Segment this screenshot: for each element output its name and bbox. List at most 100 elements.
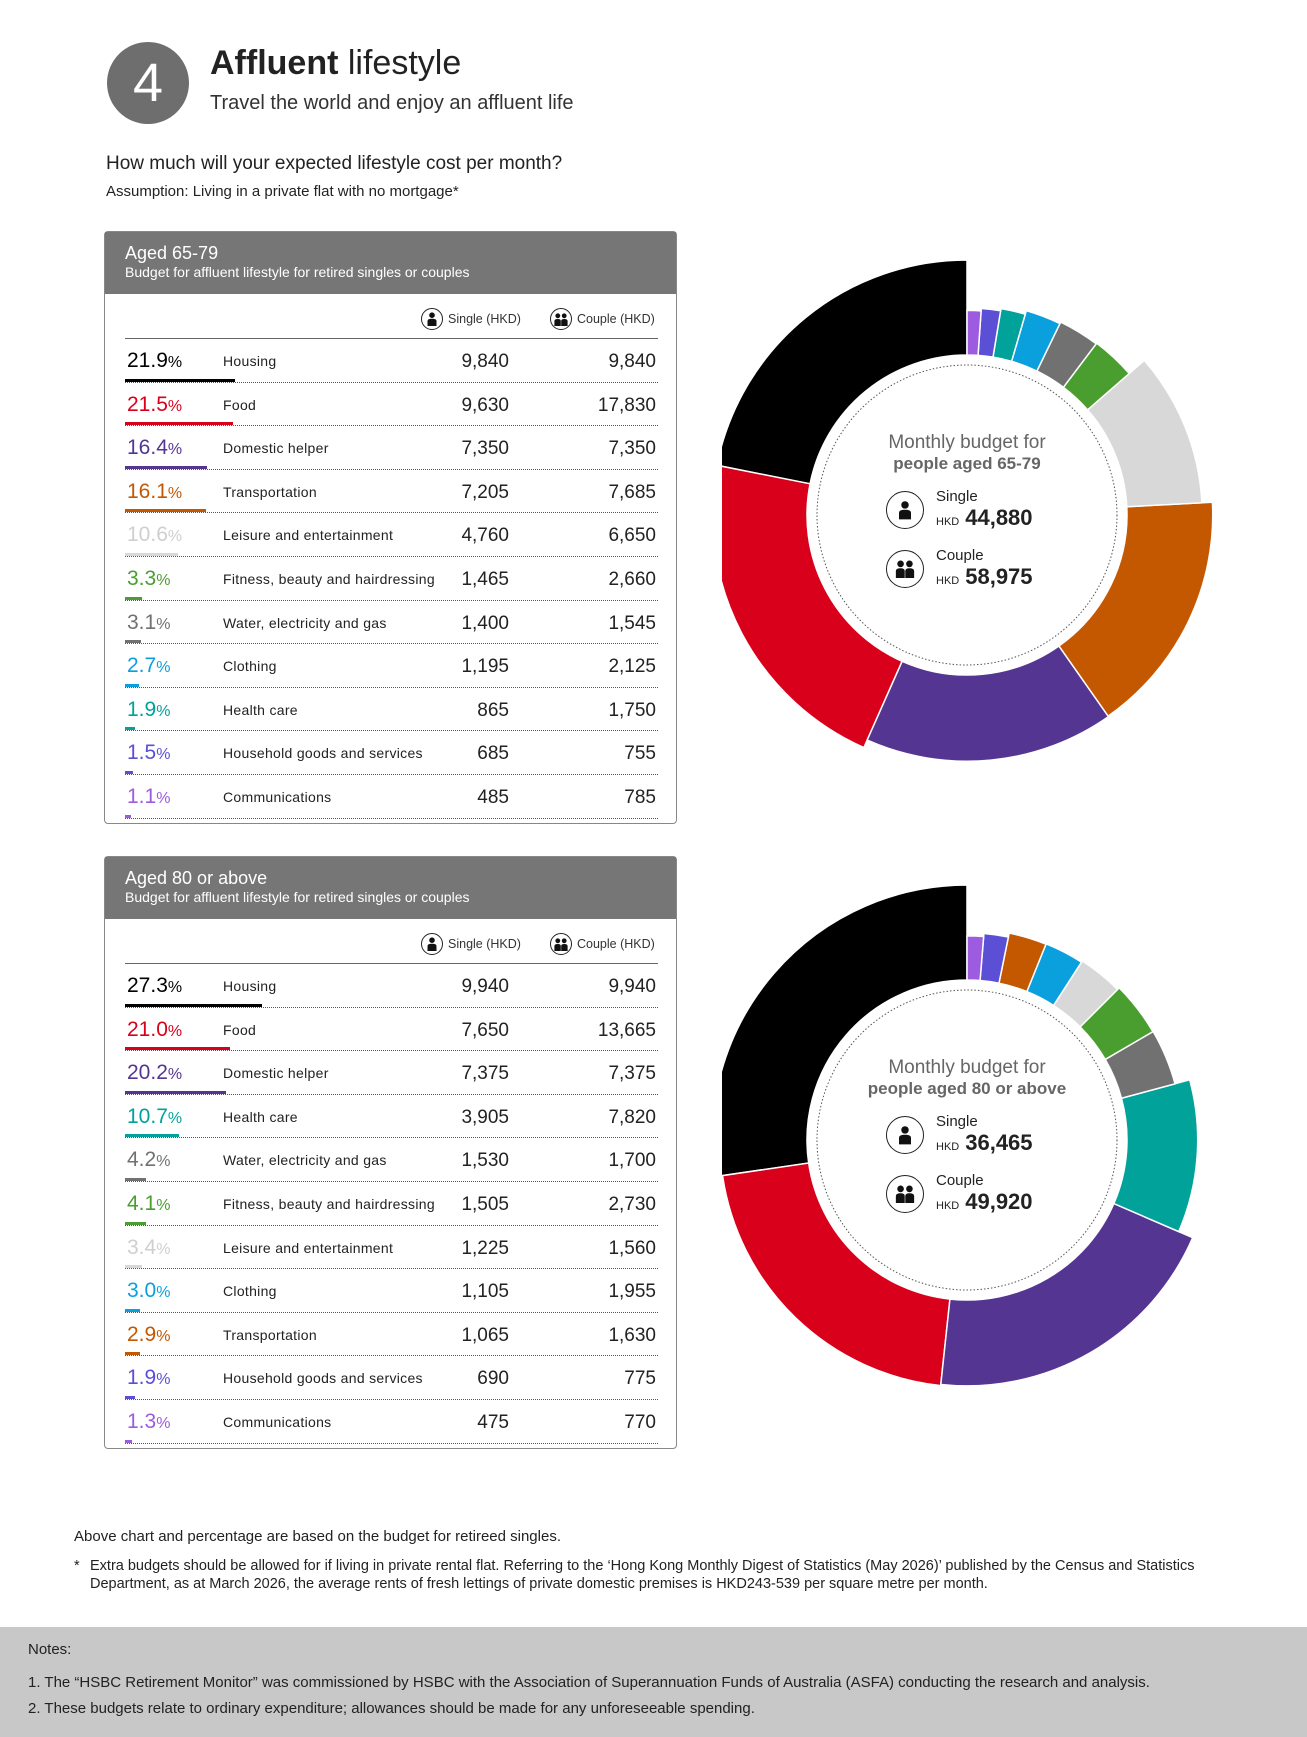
table-row: 21.9% Housing 9,840 9,840	[125, 339, 658, 383]
table-row: 4.1% Fitness, beauty and hairdressing 1,50…	[125, 1182, 658, 1226]
couple-budget: Couple HKD 58,975	[886, 547, 1033, 590]
row-couple-value: 1,955	[608, 1281, 656, 1303]
donut-slice-transportation	[1057, 501, 1212, 718]
couple-icon	[550, 308, 572, 330]
row-category: Water, electricity and gas	[223, 1152, 387, 1169]
footnote-rent-text: Extra budgets should be allowed for if l…	[90, 1558, 1195, 1592]
currency: HKD	[936, 575, 960, 587]
row-single-value: 7,205	[461, 481, 509, 503]
table-row: 3.0% Clothing 1,105 1,955	[125, 1269, 658, 1313]
row-percent-value: 1.1	[127, 784, 157, 808]
donut-slice-housing	[722, 885, 968, 1177]
row-percent-value: 3.3	[127, 566, 157, 590]
table-row: 1.5% Household goods and services 685 755	[125, 731, 658, 775]
column-single-label: Single (HKD)	[448, 937, 521, 951]
table-row: 21.5% Food 9,630 17,830	[125, 383, 658, 427]
row-percent-bar	[125, 552, 178, 556]
row-percent-bar	[125, 378, 235, 382]
row-percent-bar	[125, 1308, 140, 1312]
percent-sign: %	[156, 1284, 171, 1302]
row-percent: 10.6%	[127, 523, 182, 547]
donut-slice-fitness-beauty-and-hairdressing	[1079, 986, 1154, 1061]
row-percent-bar	[125, 509, 206, 513]
donut-center-title: Monthly budget for people aged 80 or abo…	[722, 1057, 1212, 1099]
row-couple-value: 7,375	[608, 1063, 656, 1085]
row-percent: 20.2%	[127, 1061, 182, 1085]
percent-sign: %	[156, 659, 171, 677]
percent-sign: %	[156, 1196, 171, 1214]
row-percent-bar	[125, 683, 139, 687]
row-percent-value: 3.1	[127, 610, 157, 634]
percent-sign: %	[167, 979, 183, 996]
row-single-value: 9,840	[461, 351, 509, 372]
row-percent: 3.3%	[127, 567, 170, 591]
percent-sign: %	[156, 1371, 171, 1389]
table-row: 16.4% Domestic helper 7,350 7,350	[125, 426, 658, 470]
table-row: 4.2% Water, electricity and gas 1,530 1,700	[125, 1138, 658, 1182]
title-bold: Affluent	[210, 44, 339, 82]
currency: HKD	[936, 1200, 960, 1212]
row-percent-value: 10.7	[127, 1104, 168, 1128]
table-row: 1.1% Communications 485 785	[125, 775, 658, 819]
donut-chart-65-79: Monthly budget for people aged 65-79 Sin…	[722, 260, 1212, 770]
row-percent-bar	[125, 1221, 146, 1225]
donut-slice-domestic-helper	[866, 644, 1110, 762]
percent-sign: %	[156, 746, 171, 764]
donut-inner-ring	[816, 364, 1118, 666]
single-person-icon	[886, 1115, 924, 1154]
row-percent-bar	[125, 640, 141, 644]
couple-total: 49,920	[965, 1189, 1033, 1214]
row-single-value: 1,505	[461, 1193, 509, 1215]
row-category: Clothing	[223, 658, 277, 675]
donut-slice-household-goods-and-services	[977, 307, 1002, 358]
row-percent: 3.1%	[127, 611, 170, 635]
row-percent: 1.3%	[127, 1410, 170, 1434]
row-percent-value: 1.5	[127, 741, 157, 765]
column-single: Single (HKD)	[421, 308, 521, 330]
column-headers: Single (HKD) Couple (HKD)	[125, 294, 658, 339]
table-row: 16.1% Transportation 7,205 7,685	[125, 470, 658, 514]
currency: HKD	[936, 1141, 960, 1153]
percent-sign: %	[167, 1066, 183, 1084]
row-percent-value: 2.9	[127, 1322, 157, 1346]
donut-slice-food	[722, 465, 904, 749]
row-couple-value: 785	[624, 786, 656, 808]
table-row: 21.0% Food 7,650 13,665	[125, 1008, 658, 1052]
row-percent-value: 4.1	[127, 1191, 157, 1215]
row-percent-value: 3.4	[127, 1235, 157, 1259]
table-rows: 27.3% Housing 9,940 9,940 21.0% Food 7,650 13,6…	[105, 964, 676, 1448]
row-percent-bar	[125, 1265, 142, 1269]
column-couple-label: Couple (HKD)	[577, 937, 655, 951]
row-percent: 1.9%	[127, 698, 170, 722]
row-category: Housing	[223, 353, 277, 369]
table-row: 1.3% Communications 475 770	[125, 1400, 658, 1444]
table-row: 10.6% Leisure and entertainment 4,760 6,650	[125, 513, 658, 557]
row-percent-bar	[125, 422, 233, 426]
page-title: Affluent lifestyle	[210, 44, 461, 83]
row-couple-value: 7,820	[608, 1106, 656, 1128]
row-category: Food	[223, 396, 257, 413]
row-single-value: 7,375	[461, 1063, 509, 1085]
row-percent-bar	[125, 596, 142, 600]
page-subtitle: Travel the world and enjoy an affluent l…	[210, 92, 574, 114]
table-row: 1.9% Household goods and services 690 775	[125, 1356, 658, 1400]
row-single-value: 4,760	[461, 525, 509, 547]
row-couple-value: 7,685	[608, 481, 656, 503]
table-row: 27.3% Housing 9,940 9,940	[125, 964, 658, 1008]
row-couple-value: 775	[624, 1368, 656, 1390]
donut-slice-water-electricity-and-gas	[1104, 1030, 1176, 1100]
center-title-line1: Monthly budget for	[888, 432, 1046, 453]
single-label: Single	[936, 1113, 978, 1130]
table-row: 2.9% Transportation 1,065 1,630	[125, 1313, 658, 1357]
budget-table-80-plus: Aged 80 or above Budget for affluent lif…	[104, 856, 677, 1449]
row-single-value: 685	[477, 743, 509, 765]
row-single-value: 1,225	[461, 1237, 509, 1259]
table-subheading: Budget for affluent lifestyle for retire…	[125, 264, 470, 280]
row-single-value: 7,650	[461, 1019, 509, 1041]
row-percent: 4.2%	[127, 1148, 170, 1172]
row-percent: 27.3%	[127, 974, 182, 998]
row-percent-bar	[125, 1047, 230, 1051]
row-couple-value: 1,700	[608, 1150, 656, 1172]
row-single-value: 1,465	[461, 568, 509, 590]
row-percent: 2.9%	[127, 1323, 170, 1347]
